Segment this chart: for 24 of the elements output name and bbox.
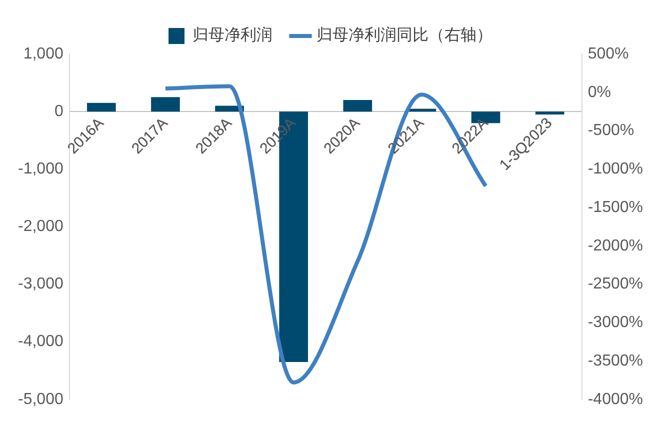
y2-tick-label: -1500% — [588, 198, 644, 216]
y2-tick-label: 0% — [588, 84, 611, 101]
bar — [535, 112, 564, 114]
y2-tick-label: -2000% — [588, 237, 644, 254]
legend-label: 归母净利润同比（右轴） — [316, 25, 492, 44]
y-tick-label: -4,000 — [18, 333, 64, 350]
bar — [151, 97, 180, 112]
legend-label: 归母净利润 — [192, 25, 272, 44]
bar — [343, 100, 372, 112]
y-tick-label: -2,000 — [18, 218, 64, 236]
bar — [86, 102, 116, 112]
y-tick-label: -1,000 — [18, 160, 64, 178]
y2-tick-label: -2500% — [588, 276, 644, 293]
y2-tick-label: -3000% — [588, 314, 644, 332]
y-tick-label: -5,000 — [18, 390, 64, 408]
y-tick-label: -3,000 — [18, 276, 64, 293]
y-tick-label: 1,000 — [23, 45, 64, 62]
y-tick-label: 0 — [54, 102, 64, 120]
y2-tick-label: -1000% — [588, 160, 644, 178]
y2-tick-label: -4000% — [588, 390, 644, 408]
y2-tick-label: -3500% — [588, 352, 644, 370]
y2-tick-label: 500% — [588, 45, 629, 62]
bar — [407, 108, 436, 112]
y2-tick-label: -500% — [588, 122, 634, 140]
